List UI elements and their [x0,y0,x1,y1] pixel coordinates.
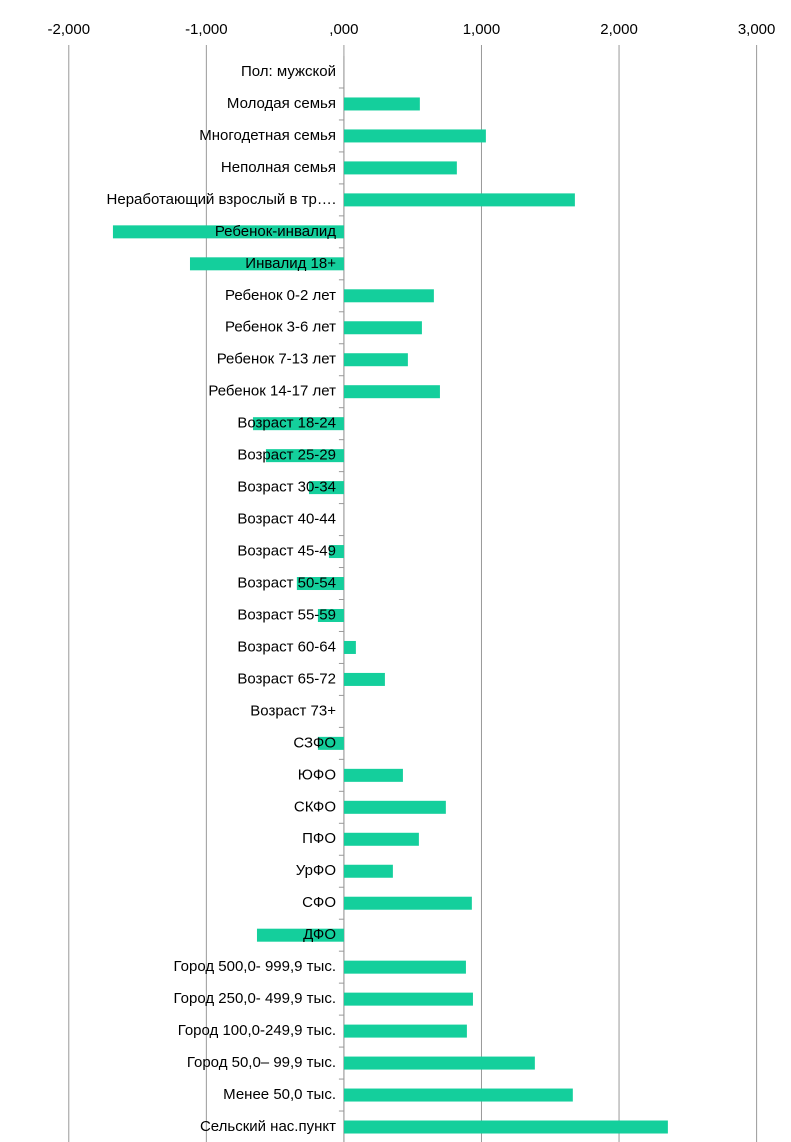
bar [343,992,473,1006]
x-tick-label: -2,000 [48,21,91,38]
bar [343,129,486,143]
bar [343,1088,573,1102]
bar [343,800,446,814]
y-tick-label: Менее 50,0 тыс. [223,1086,336,1103]
bar [343,640,356,654]
x-tick-label: 1,000 [463,21,501,38]
bar [343,960,466,974]
y-tick-label: Возраст 40-44 [237,511,336,528]
y-tick-label: Возраст 60-64 [237,638,336,655]
bar [256,928,344,942]
y-tick-label: Возраст 55-59 [237,606,336,623]
bar [317,736,344,750]
y-tick-label: СКФО [294,798,336,815]
x-tick-label: -1,000 [185,21,228,38]
y-tick-label: Город 250,0- 499,9 тыс. [174,990,336,1007]
x-tick-label: 2,000 [600,21,638,38]
y-tick-label: СЗФО [293,734,336,751]
y-tick-label: Возраст 18-24 [237,415,336,432]
labels: -2,000 -1,000 ,000 1,000 2,000 3,000 Пол: мужс… [48,21,776,1135]
y-tick-label: Город 100,0-249,9 тыс. [178,1022,336,1039]
bar [189,257,344,271]
x-tick-label: ,000 [329,21,358,38]
y-tick-label: Молодая семья [227,95,336,112]
y-tick-label: ЮФО [298,766,336,783]
bar [343,672,385,686]
bar [317,608,344,622]
bar [296,577,344,591]
y-tick-label: Возраст 30-34 [237,479,336,496]
y-tick-label: Пол: мужской [241,63,336,80]
bars [112,97,668,1134]
y-tick-label: УрФО [296,862,336,879]
bar [112,225,344,239]
y-tick-label: Ребенок 14-17 лет [208,383,336,400]
y-tick-label: Возраст 50-54 [237,574,336,591]
y-tick-label: ПФО [302,830,336,847]
y-tick-label: СФО [302,894,336,911]
bar [343,1120,668,1134]
bar [265,449,344,463]
bar [343,353,408,367]
bar [343,385,440,399]
bar [308,481,344,495]
bar [343,97,420,111]
y-tick-label: Неработающий взрослый в тр…. [107,191,336,208]
y-tick-label: Возраст 65-72 [237,670,336,687]
y-tick-label: Инвалид 18+ [245,255,336,272]
bar [343,1056,535,1070]
bar [343,896,472,910]
grid [68,45,758,1142]
bar [343,1024,467,1038]
y-tick-label: Ребенок 3-6 лет [225,319,336,336]
bar [343,832,419,846]
bar [343,864,393,878]
y-tick-label: Возраст 73+ [250,702,336,719]
bar [343,768,403,782]
bar [343,321,422,335]
x-tick-label: 3,000 [738,21,776,38]
bar [343,289,434,303]
bar [343,193,575,207]
y-tick-label: ДФО [303,926,336,943]
bar [252,417,344,431]
y-tick-label: Город 500,0- 999,9 тыс. [174,958,336,975]
y-tick-label: Ребенок 7-13 лет [217,351,336,368]
y-tick-label: Сельский нас.пункт [200,1118,336,1135]
bar [328,545,344,559]
y-tick-label: Многодетная семья [199,127,336,144]
y-tick-label: Ребенок-инвалид [215,223,336,240]
y-tick-label: Ребенок 0-2 лет [225,287,336,304]
y-tick-label: Неполная семья [221,159,336,176]
y-tick-label: Город 50,0– 99,9 тыс. [187,1054,336,1071]
y-tick-label: Возраст 25-29 [237,447,336,464]
y-tick-label: Возраст 45-49 [237,543,336,560]
bar [343,161,457,175]
